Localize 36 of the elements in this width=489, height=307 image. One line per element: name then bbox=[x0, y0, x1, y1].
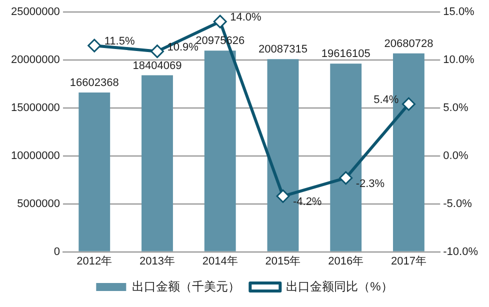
point bbox=[150, 44, 164, 58]
y2-tick-label: -10.0% bbox=[443, 246, 478, 258]
x-tick-label: 2013年 bbox=[140, 255, 175, 268]
data-label: 14.0% bbox=[230, 12, 262, 24]
bar bbox=[204, 50, 236, 252]
y-tick-label: 10000000 bbox=[10, 150, 60, 162]
data-label: 18404069 bbox=[132, 60, 182, 72]
data-label: 19616105 bbox=[321, 48, 370, 60]
legend-label: 出口金额同比（%） bbox=[286, 279, 393, 294]
bar bbox=[78, 92, 110, 252]
y2-tick-label: -5.0% bbox=[443, 198, 472, 210]
point bbox=[213, 14, 227, 28]
y-tick-label: 20000000 bbox=[10, 54, 60, 66]
x-tick-label: 2012年 bbox=[76, 255, 112, 268]
x-tick-label: 2015年 bbox=[265, 255, 301, 268]
point bbox=[402, 97, 416, 111]
x-tick-label: 2014年 bbox=[202, 255, 238, 268]
y-tick-label: 25000000 bbox=[10, 6, 60, 18]
data-label: 16602368 bbox=[70, 77, 119, 90]
point bbox=[276, 189, 290, 203]
y2-tick-label: 0.0% bbox=[443, 150, 468, 162]
x-tick-label: 2017年 bbox=[390, 255, 426, 268]
y-tick-label: 5000000 bbox=[17, 198, 60, 210]
y-tick-label: 0 bbox=[54, 246, 60, 258]
y2-tick-label: 5.0% bbox=[443, 102, 468, 114]
bar bbox=[142, 75, 173, 252]
point bbox=[339, 171, 353, 185]
y-tick-label: 15000000 bbox=[10, 102, 60, 114]
x-tick-label: 2016年 bbox=[328, 255, 364, 268]
data-label: 11.5% bbox=[104, 36, 135, 48]
y2-tick-label: 10.0% bbox=[443, 54, 475, 66]
y2-tick-label: 15.0% bbox=[443, 6, 475, 18]
data-label: 20087315 bbox=[258, 44, 308, 56]
data-label: 20680728 bbox=[384, 38, 434, 50]
point bbox=[88, 38, 102, 52]
legend-label: 出口金额（千美元） bbox=[132, 279, 240, 294]
